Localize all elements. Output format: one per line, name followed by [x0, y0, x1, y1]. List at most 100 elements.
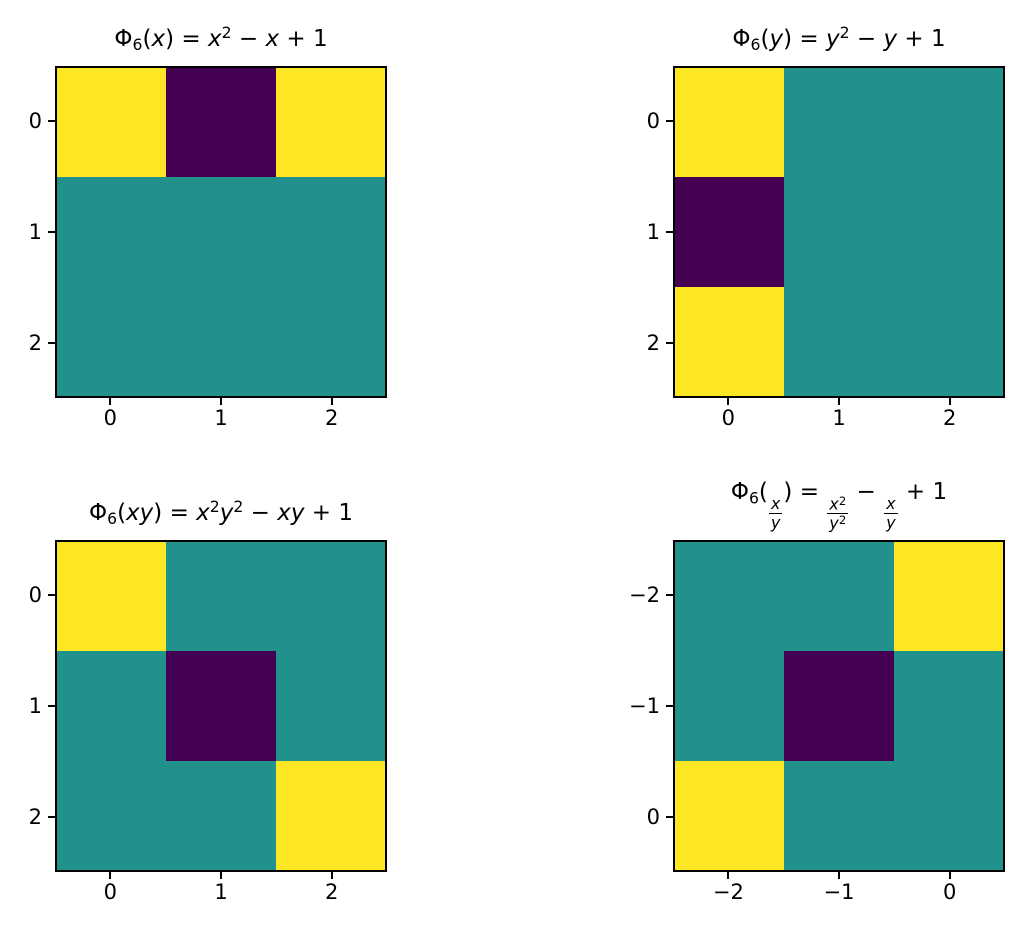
y-tick-label: −1 [629, 694, 660, 718]
heatmap-cell [893, 286, 1003, 396]
x-tick-label: 0 [103, 880, 118, 904]
heatmap-cell [166, 177, 276, 287]
x-tick-mark [948, 398, 951, 405]
x-tick-label: 0 [942, 880, 957, 904]
x-tick-label: 0 [721, 406, 736, 430]
heatmap-cell [675, 286, 785, 396]
title-text: Φ6(y) = y2 − y + 1 [732, 23, 946, 55]
y-axis-3: 0 1 2 [5, 540, 55, 872]
y-tick-mark [666, 815, 673, 818]
heatmap-cell [275, 177, 385, 287]
x-tick-mark [109, 872, 112, 879]
heatmap-cell [893, 542, 1003, 652]
heatmap-cell [57, 286, 167, 396]
heatmap-cell [784, 651, 894, 761]
y-tick-label: 0 [28, 109, 42, 134]
x-tick-mark [220, 398, 222, 405]
heatmap-cell [166, 651, 276, 761]
heatmap-cell [166, 286, 276, 396]
heatmap-cell [57, 542, 167, 652]
heatmap-cell [57, 760, 167, 870]
y-tick-label: 2 [28, 804, 42, 829]
title-text: Φ6(xy) = x2y2 − xy + 1 [89, 497, 353, 529]
heatmap-cell [893, 68, 1003, 178]
y-tick-mark [666, 341, 673, 344]
y-tick-label: −2 [629, 583, 660, 608]
heatmap-cell [784, 68, 894, 178]
y-tick-mark [48, 815, 55, 818]
x-axis-3: 0 1 2 [55, 872, 387, 912]
heatmap-cell [675, 542, 785, 652]
fraction: x2 y2 [827, 493, 849, 533]
x-tick-label: 1 [214, 880, 228, 904]
heatmap-axes-4 [673, 540, 1005, 872]
heatmap-axes-1 [55, 66, 387, 398]
x-tick-label: −1 [823, 880, 855, 904]
heatmap-cell [675, 68, 785, 178]
y-axis-1: 0 1 2 [5, 66, 55, 398]
heatmap-cell [166, 542, 276, 652]
y-tick-label: 1 [646, 220, 660, 244]
x-tick-mark [727, 398, 730, 405]
heatmap-cell [275, 651, 385, 761]
x-tick-label: 2 [324, 880, 339, 904]
y-tick-label: 2 [646, 330, 660, 355]
x-tick-mark [727, 872, 730, 879]
y-tick-mark [666, 705, 673, 707]
heatmap-cell [275, 542, 385, 652]
y-tick-label: 1 [28, 220, 42, 244]
x-tick-label: 1 [214, 406, 228, 430]
heatmap-cell [784, 760, 894, 870]
heatmap-cell [166, 68, 276, 178]
y-axis-4: −2 −1 0 [623, 540, 673, 872]
y-tick-label: 0 [646, 109, 660, 134]
x-tick-mark [838, 872, 840, 879]
heatmap-cell [675, 760, 785, 870]
heatmap-cell [57, 177, 167, 287]
heatmap-cell [893, 760, 1003, 870]
x-tick-mark [948, 872, 951, 879]
heatmap-cell [275, 68, 385, 178]
heatmap-cell [166, 760, 276, 870]
heatmap-axes-2 [673, 66, 1005, 398]
y-tick-mark [666, 120, 673, 123]
y-axis-2: 0 1 2 [623, 66, 673, 398]
heatmap-cell [675, 177, 785, 287]
heatmap-cell [57, 651, 167, 761]
x-tick-mark [330, 872, 333, 879]
heatmap-cell [57, 68, 167, 178]
heatmap-cell [784, 286, 894, 396]
y-tick-mark [48, 231, 55, 233]
y-tick-mark [48, 705, 55, 707]
heatmap-cell [893, 651, 1003, 761]
heatmap-cell [275, 286, 385, 396]
heatmap-cell [275, 760, 385, 870]
x-tick-mark [838, 398, 840, 405]
subplot1-title: Φ6(x) = x2 − x + 1 [55, 20, 387, 58]
x-tick-label: −2 [712, 880, 744, 904]
subplot2-title: Φ6(y) = y2 − y + 1 [673, 20, 1005, 58]
heatmap-cell [893, 177, 1003, 287]
x-tick-mark [330, 398, 333, 405]
x-tick-label: 1 [832, 406, 846, 430]
y-tick-label: 0 [646, 804, 660, 829]
y-tick-mark [666, 594, 673, 597]
heatmap-cell [784, 177, 894, 287]
y-tick-label: 2 [28, 330, 42, 355]
x-tick-label: 2 [942, 406, 957, 430]
y-tick-label: 0 [28, 583, 42, 608]
y-tick-mark [48, 120, 55, 123]
x-axis-1: 0 1 2 [55, 398, 387, 438]
x-tick-label: 0 [103, 406, 118, 430]
x-tick-mark [109, 398, 112, 405]
heatmap-cell [784, 542, 894, 652]
heatmap-cell [675, 651, 785, 761]
x-tick-label: 2 [324, 406, 339, 430]
x-tick-mark [220, 872, 222, 879]
subplot3-title: Φ6(xy) = x2y2 − xy + 1 [40, 494, 402, 532]
